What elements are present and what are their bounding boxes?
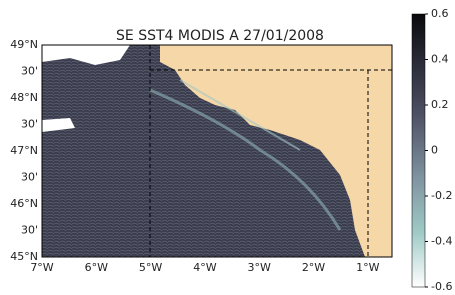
colorbar-label: -0.2 [431,189,452,202]
lat-label: 48°N [10,91,38,104]
lat-label: 30' [21,171,38,184]
colorbar-label: -0.4 [431,235,452,248]
lat-label: 46°N [10,197,38,210]
lon-label: 3°W [248,261,271,274]
colorbar-label: 0.2 [431,98,449,111]
colorbar-label: 0.6 [431,7,449,20]
map-title: SE SST4 MODIS A 27/01/2008 [116,28,324,44]
lat-label: 30' [21,224,38,237]
lat-label: 49°N [10,38,38,51]
lon-label: 7°W [30,261,53,274]
map-figure: SE SST4 MODIS A 27/01/2008 49°N 30' 48°N 30… [0,0,455,295]
lat-label: 30' [21,118,38,131]
colorbar-label: 0 [431,144,438,157]
lat-label: 47°N [10,144,38,157]
colorbar [412,14,425,287]
lon-label: 5°W [139,261,162,274]
colorbar-label: -0.6 [431,280,452,293]
lon-label: 2°W [302,261,325,274]
colorbar-label: 0.4 [431,53,449,66]
lon-label: 6°W [85,261,108,274]
lat-label: 30' [21,65,38,78]
map-area [42,45,392,257]
lon-label: 4°W [193,261,216,274]
lon-label: 1°W [356,261,379,274]
